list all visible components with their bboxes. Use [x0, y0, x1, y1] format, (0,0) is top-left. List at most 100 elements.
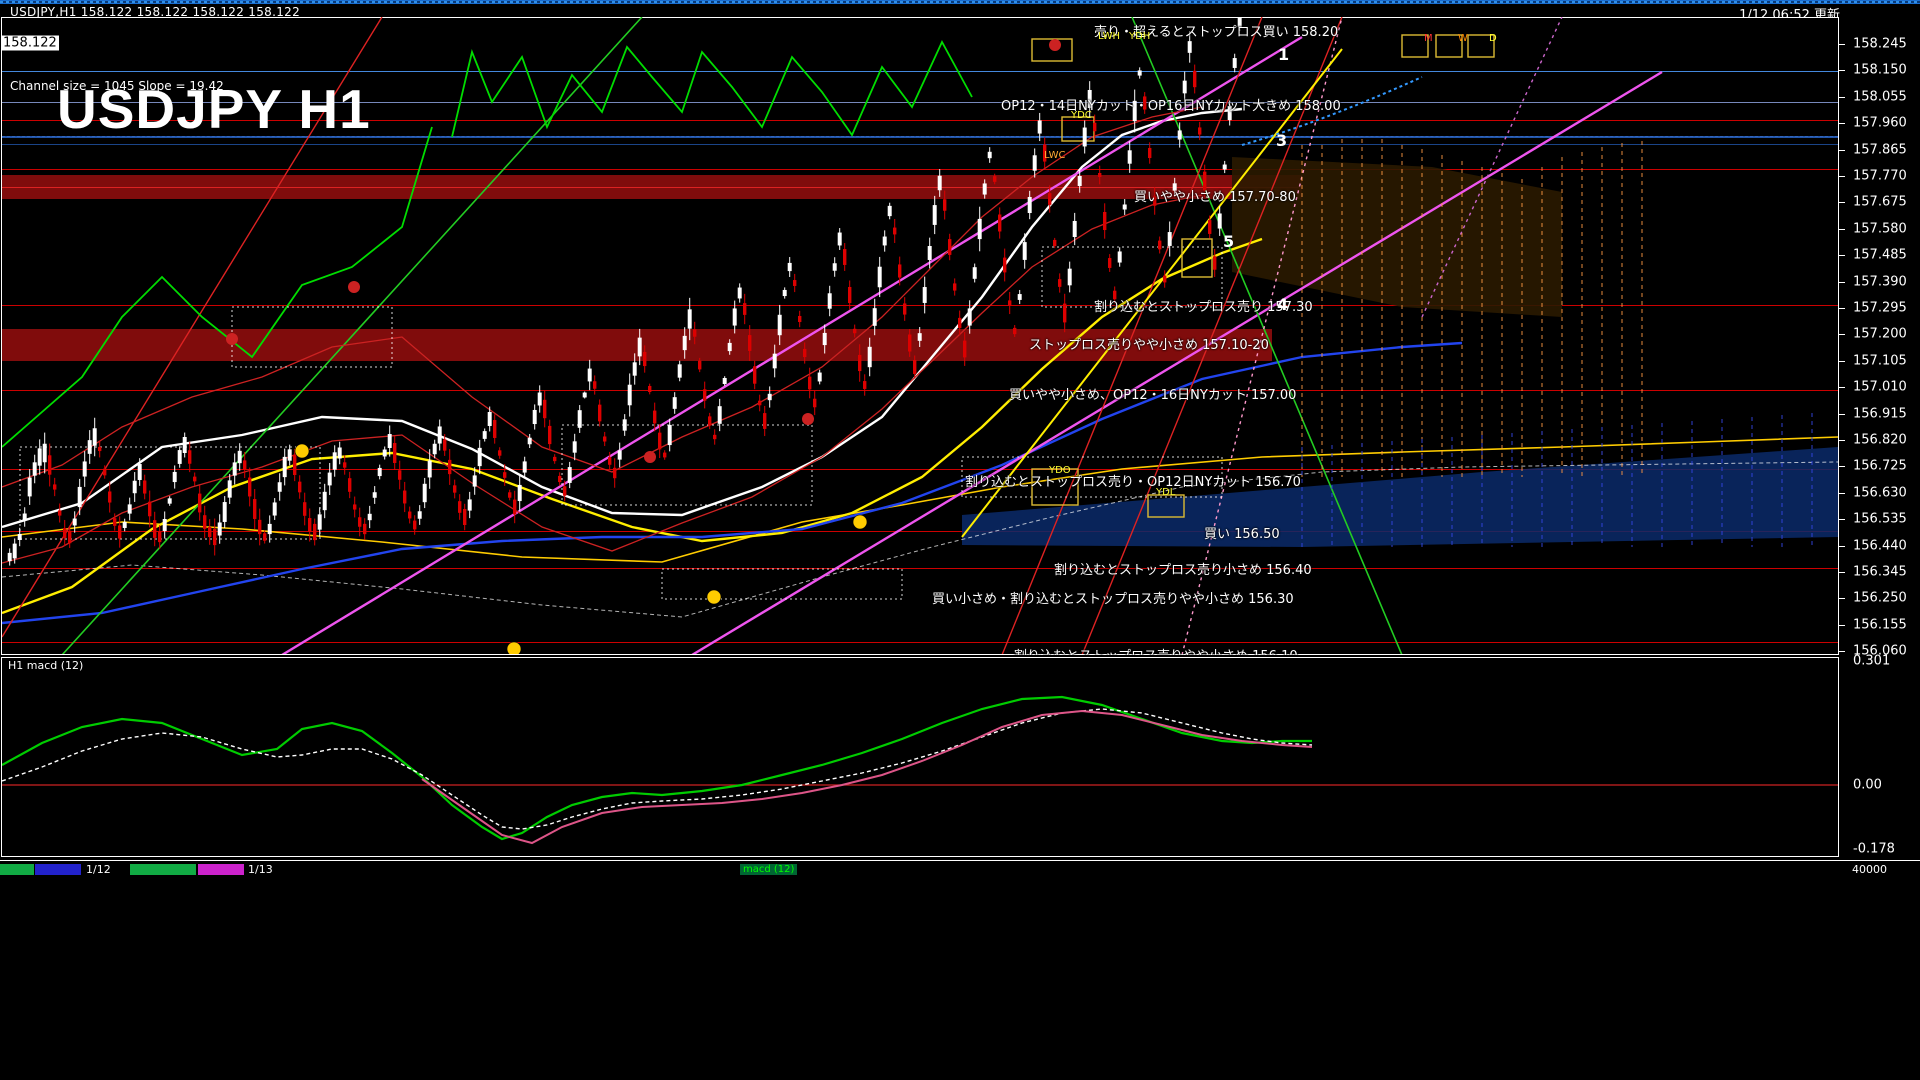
- price-tick: [1839, 96, 1845, 98]
- chart-annotation: 割り込むとストップロス売り小さめ 156.40: [1054, 563, 1312, 578]
- price-tick-label: 156.725: [1853, 458, 1907, 474]
- price-tick: [1839, 572, 1845, 573]
- price-tick-label: 157.865: [1853, 142, 1907, 158]
- price-tick: [1839, 466, 1845, 468]
- price-tick-label: 156.535: [1853, 511, 1907, 527]
- chart-watermark: USDJPY H1: [57, 78, 371, 140]
- macd-pane-label: H1 macd (12): [8, 659, 84, 672]
- price-tick-label: 156.250: [1853, 590, 1907, 606]
- channel-number: 4: [1277, 295, 1289, 314]
- chart-annotation: 買い 156.50: [1204, 527, 1280, 542]
- price-tick-label: 157.960: [1853, 115, 1907, 131]
- level-line-gray-1: [2, 102, 1838, 103]
- price-tick: [1839, 308, 1845, 309]
- price-tick-label: 157.390: [1853, 274, 1907, 290]
- indicator-overlays: [2, 17, 1838, 655]
- macd-inline-value: macd (12): [740, 864, 798, 875]
- price-tick-label: 157.200: [1853, 326, 1907, 342]
- zone-divider-1: [2, 187, 1302, 188]
- legend-swatch-blue: [35, 864, 81, 875]
- price-axis[interactable]: 158.245 158.150 158.055 157.960 157.865 157.7…: [1838, 17, 1920, 659]
- price-tick: [1839, 440, 1845, 441]
- price-tick-label: 156.060: [1853, 643, 1907, 659]
- legend-swatch-magenta: [198, 864, 244, 875]
- price-tick-label: 156.440: [1853, 538, 1907, 554]
- price-tick: [1839, 281, 1845, 283]
- level-line-157-00: [2, 390, 1838, 391]
- price-tick-label: 156.155: [1853, 617, 1907, 633]
- chart-tag: D: [1489, 33, 1497, 44]
- chart-tag: YDO: [1049, 465, 1071, 476]
- window-title-bar: [0, 0, 1920, 4]
- price-tick: [1839, 255, 1845, 257]
- price-tick: [1839, 176, 1845, 177]
- symbol-quote-line: USDJPY,H1 158.122 158.122 158.122 158.12…: [10, 5, 301, 19]
- price-tick-label: 156.915: [1853, 406, 1907, 422]
- signal-markers: [226, 39, 1061, 655]
- level-line-156-40: [2, 568, 1838, 569]
- channel-number: 1: [1278, 45, 1290, 64]
- macd-axis[interactable]: 0.301 0.00 -0.178: [1838, 653, 1920, 857]
- level-line-blue-158-20: [2, 71, 1838, 72]
- chart-tag: YDC: [1071, 110, 1092, 121]
- price-tick-label: 156.345: [1853, 564, 1907, 580]
- chart-tag: YDL: [1156, 487, 1176, 498]
- price-tick-label: 156.820: [1853, 432, 1907, 448]
- price-tick-label: 157.770: [1853, 168, 1907, 184]
- chart-tag: LWH: [1098, 31, 1121, 42]
- price-tick-label: 158.150: [1853, 62, 1907, 78]
- macd-tick-min: -0.178: [1853, 841, 1895, 857]
- chart-annotation: 買いやや小さめ 157.70-80: [1134, 190, 1296, 205]
- level-line-156-70: [2, 469, 1838, 470]
- price-tick: [1839, 202, 1845, 204]
- price-tick: [1839, 44, 1845, 45]
- price-tick: [1839, 413, 1845, 415]
- chart-tag: M: [1424, 33, 1433, 44]
- channel-number: 3: [1276, 131, 1288, 150]
- macd-tick-zero: 0.00: [1853, 777, 1882, 793]
- legend-swatch-green-2: [130, 864, 196, 875]
- price-chart-pane[interactable]: Channel size = 1045 Slope = 19.42 USDJPY…: [1, 17, 1838, 655]
- level-line-156-50: [2, 531, 1838, 532]
- zone-157-10-20: [2, 329, 1272, 361]
- date-label-1: 1/12: [86, 863, 111, 876]
- price-tick-label: 158.245: [1853, 36, 1907, 52]
- macd-series: [2, 695, 1838, 845]
- price-tick: [1839, 149, 1845, 151]
- price-tick: [1839, 334, 1845, 336]
- price-tick-label: 157.675: [1853, 194, 1907, 210]
- price-tick: [1839, 70, 1845, 72]
- level-line-158-00: [2, 120, 1838, 121]
- level-line-dash-2: [2, 144, 1838, 145]
- price-tick: [1839, 492, 1845, 494]
- macd-pane[interactable]: H1 macd (12): [1, 657, 1838, 857]
- level-line-157-80: [2, 169, 1838, 170]
- pane-bottom-border: [2, 654, 1838, 655]
- pane-top-border: [2, 17, 1838, 18]
- price-tick: [1839, 545, 1845, 547]
- price-tick-label: 158.055: [1853, 89, 1907, 105]
- macd-top-border: [2, 657, 1838, 658]
- chart-annotation: ストップロス売りやや小さめ 157.10-20: [1029, 338, 1269, 353]
- price-tick: [1839, 598, 1845, 600]
- time-axis-bar[interactable]: 1/12 1/13 macd (12) 40000: [0, 860, 1920, 881]
- price-tick: [1839, 651, 1845, 653]
- legend-swatch-green: [0, 864, 34, 875]
- level-line-157-30: [2, 305, 1838, 306]
- price-tick: [1839, 123, 1845, 125]
- price-tick-label: 157.485: [1853, 247, 1907, 263]
- macd-tick-max: 0.301: [1853, 653, 1891, 669]
- level-line-156-10: [2, 642, 1838, 643]
- price-tick-label: 157.010: [1853, 379, 1907, 395]
- chart-annotation: 買いやや小さめ、OP12・16日NYカット 157.00: [1009, 388, 1297, 403]
- price-tick: [1839, 387, 1845, 389]
- current-price-badge: 158.122: [1, 35, 59, 51]
- price-tick: [1839, 624, 1845, 626]
- title-bar-pattern: [0, 1, 1920, 3]
- chart-annotation: 割り込むとストップロス売り・OP12日NYカット 156.70: [965, 475, 1301, 490]
- channel-info-label: Channel size = 1045 Slope = 19.42: [10, 79, 224, 93]
- candlestick-series: [7, 17, 1242, 566]
- chart-tag: W: [1458, 33, 1468, 44]
- level-line-dash-1: [2, 136, 1838, 138]
